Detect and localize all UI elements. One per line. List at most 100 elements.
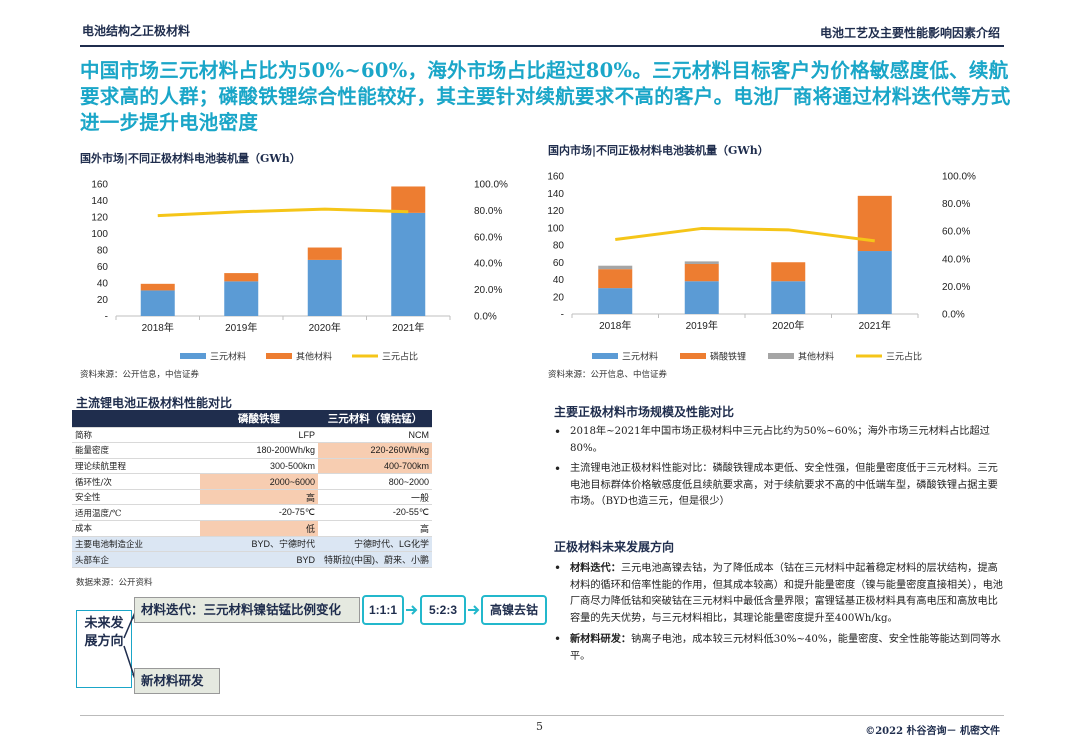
step-ratio-523: 5:2:3 [420, 595, 466, 625]
footer-divider [80, 715, 1004, 716]
path-material-iteration: 材料迭代：三元材料镍钴锰比例变化 [134, 597, 360, 623]
y-tick-label: 20 [97, 295, 109, 306]
bar-三元材料 [771, 281, 806, 314]
table-title: 主流锂电池正极材料性能对比 [76, 396, 233, 410]
header-right-title: 电池工艺及主要性能影响因素介绍 [819, 26, 1000, 40]
bar-磷酸铁锂 [684, 263, 719, 282]
table-row: 成本低高 [72, 520, 432, 537]
y-tick-label: 160 [91, 180, 108, 191]
legend-label: 三元材料 [622, 351, 658, 363]
future-direction-text: 未来发展方向 [84, 616, 124, 649]
table-cell: 2000~6000 [200, 473, 318, 490]
y2-tick-label: 100.0% [474, 180, 508, 191]
legend-swatch [266, 353, 292, 359]
table-header-row: 磷酸铁锂 三元材料（镍钴锰） [72, 410, 432, 428]
table-row: 能量密度 180-200Wh/kg 220-260Wh/kg [72, 442, 432, 459]
bullet-item: 2018年~2021年中国市场正极材料中三元占比约为50%~60%；海外市场三元… [554, 424, 1008, 457]
legend-label: 三元材料 [210, 351, 246, 363]
chart-overseas: 国外市场|不同正极材料电池装机量（GWh） 160 140 120 100 80 60 40… [80, 150, 520, 380]
bar-其他材料 [224, 273, 259, 282]
table-cell: 简称 [72, 427, 200, 444]
chart-source: 资料来源：公开信息，中信证券 [80, 370, 200, 380]
y2-tick-label: 20.0% [474, 285, 502, 296]
table-cell: -20-55℃ [318, 504, 432, 522]
line-三元占比 [615, 226, 875, 243]
x-tick-label: 2019年 [686, 319, 718, 332]
y-tick-label: 100 [548, 223, 564, 234]
x-tick-label: 2020年 [772, 319, 804, 332]
table-cell: 适用温度/℃ [72, 504, 200, 522]
table-header-cell: 三元材料（镍钴锰） [318, 410, 432, 428]
y-tick-label: 100 [91, 229, 108, 240]
bullet-text: 钠离子电池，成本较三元材料低30%~40%，能量密度、安全性能等能达到同等水平。 [570, 634, 1001, 662]
x-tick-label: 2021年 [859, 319, 891, 332]
chart-overseas-svg: 160 140 120 100 80 60 40 20 - 100.0% 80.0% 60.0% 40.… [91, 180, 508, 363]
y-tick-label: 60 [97, 262, 109, 273]
y2-tick-label: 100.0% [942, 172, 976, 183]
arrow-icon [406, 605, 418, 615]
comparison-table: 磷酸铁锂 三元材料（镍钴锰） 简称 LFP NCM 能量密度 180-200Wh/kg 2… [72, 410, 432, 568]
table-cell: BYD [200, 551, 318, 568]
bar-磷酸铁锂 [598, 269, 633, 289]
bullet-item: 主流锂电池正极材料性能对比：磷酸铁锂成本更低、安全性强，但能量密度低于三元材料。… [554, 461, 1008, 511]
arrow-icon [468, 605, 480, 615]
step-high-nickel: 高镍去钴 [481, 595, 547, 625]
bullet-bold: 新材料研发： [570, 633, 632, 645]
bar-三元材料 [598, 288, 633, 314]
section1-bullets: 2018年~2021年中国市场正极材料中三元占比约为50%~60%；海外市场三元… [554, 424, 1008, 515]
chart-domestic-svg: 160 140 120 100 80 60 40 20 - 100.0% 80.0% 60.0% 40.… [548, 172, 976, 363]
table-row: 安全性高一般 [72, 489, 432, 506]
x-tick-label: 2019年 [225, 321, 257, 334]
table-cell: NCM [318, 427, 432, 444]
y-tick-label: 120 [548, 206, 564, 217]
y-tick-label: 80 [97, 246, 109, 257]
y2-tick-label: 60.0% [474, 232, 502, 243]
table-cell: 高 [318, 520, 432, 537]
table-row: 理论续航里程 300-500km 400-700km [72, 458, 432, 475]
page-header: 电池结构之正极材料 电池工艺及主要性能影响因素介绍 [0, 0, 1080, 47]
line-三元占比 [157, 207, 409, 218]
table-header-cell [72, 410, 200, 428]
y-tick-label: 40 [553, 275, 565, 286]
y-tick-label: 60 [553, 258, 565, 269]
table-cell: -20-75℃ [200, 504, 318, 522]
footer-copyright: ©2022 朴谷咨询－ 机密文件 [865, 726, 1000, 737]
x-tick-label: 2018年 [599, 319, 631, 332]
y-tick-label: 40 [97, 279, 109, 290]
x-tick-label: 2020年 [309, 321, 341, 334]
legend-label: 三元占比 [886, 351, 922, 363]
table-source: 数据来源：公开资料 [76, 578, 153, 588]
bullet-bold: 材料迭代： [570, 562, 621, 574]
bar-三元材料 [140, 290, 175, 316]
bar-其他材料 [140, 283, 175, 291]
table-row: 头部车企 BYD 特斯拉(中国)、蔚来、小鹏 [72, 551, 432, 568]
table-cell: 循环性/次 [72, 473, 200, 490]
table-cell: 低 [200, 520, 318, 537]
legend-swatch [592, 353, 618, 359]
table-cell: 特斯拉(中国)、蔚来、小鹏 [318, 551, 432, 568]
legend-label: 三元占比 [382, 351, 418, 363]
y-tick-label: - [561, 310, 564, 321]
table-cell: 理论续航里程 [72, 458, 200, 475]
bullet-text: 三元电池高镍去钴，为了降低成本（钴在三元材料中起着稳定材料的层状结构，提高材料的… [570, 563, 1003, 624]
y2-tick-label: 80.0% [942, 199, 970, 210]
chart-domestic: 国内市场|不同正极材料电池装机量（GWh） 160 140 120 100 80 60 40… [548, 142, 1008, 380]
y-tick-label: 120 [91, 213, 108, 224]
table-row: 简称 LFP NCM [72, 427, 432, 444]
table-cell: 800~2000 [318, 473, 432, 490]
table-row: 适用温度/℃ -20-75℃ -20-55℃ [72, 504, 432, 522]
table-cell: 头部车企 [72, 551, 200, 568]
bar-其他材料 [598, 265, 633, 270]
page-number: 5 [536, 720, 543, 733]
bar-三元材料 [224, 281, 259, 316]
legend-swatch [180, 353, 206, 359]
section2-bullets: 材料迭代：三元电池高镍去钴，为了降低成本（钴在三元材料中起着稳定材料的层状结构，… [554, 560, 1008, 669]
section2-title: 正极材料未来发展方向 [554, 540, 675, 554]
table-cell: BYD、宁德时代 [200, 536, 318, 553]
y2-tick-label: 20.0% [942, 282, 970, 293]
y2-tick-label: 0.0% [942, 310, 965, 321]
bar-磷酸铁锂 [857, 195, 892, 252]
y2-tick-label: 80.0% [474, 206, 502, 217]
header-left-title: 电池结构之正极材料 [82, 24, 191, 38]
x-tick-label: 2018年 [142, 321, 174, 334]
